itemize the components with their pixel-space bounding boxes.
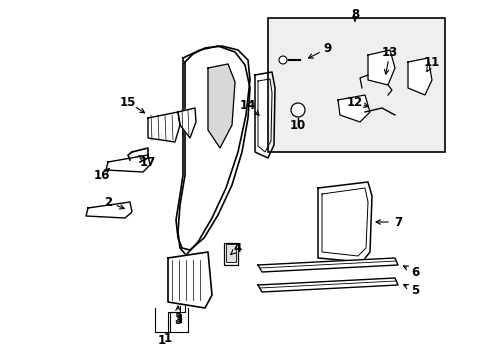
Polygon shape <box>86 202 132 218</box>
Text: 2: 2 <box>104 195 112 208</box>
Polygon shape <box>317 182 371 262</box>
Text: 15: 15 <box>120 95 136 108</box>
Circle shape <box>290 103 305 117</box>
Polygon shape <box>178 46 249 255</box>
Text: 14: 14 <box>239 99 256 112</box>
Text: 17: 17 <box>140 156 156 168</box>
Text: 9: 9 <box>323 41 331 54</box>
Circle shape <box>279 56 286 64</box>
Polygon shape <box>106 155 150 172</box>
Polygon shape <box>258 258 397 272</box>
Text: 11: 11 <box>423 55 439 68</box>
Text: 1: 1 <box>158 333 166 346</box>
Text: 10: 10 <box>289 118 305 131</box>
Polygon shape <box>254 72 274 158</box>
Text: 3: 3 <box>174 314 182 327</box>
Text: 13: 13 <box>381 45 397 59</box>
Polygon shape <box>258 278 397 292</box>
Text: 4: 4 <box>233 242 242 255</box>
Text: 1: 1 <box>163 332 172 345</box>
Bar <box>225 244 236 262</box>
Polygon shape <box>367 50 394 85</box>
Polygon shape <box>168 252 212 308</box>
Text: 6: 6 <box>410 266 418 279</box>
Text: 12: 12 <box>346 95 363 108</box>
Polygon shape <box>148 112 180 142</box>
Polygon shape <box>207 64 235 148</box>
Text: 3: 3 <box>174 311 182 324</box>
Bar <box>224 243 238 265</box>
Bar <box>267 18 444 152</box>
Text: 5: 5 <box>410 284 418 297</box>
Text: 7: 7 <box>393 216 401 229</box>
Polygon shape <box>407 58 431 95</box>
Polygon shape <box>337 95 369 122</box>
Text: 8: 8 <box>350 8 358 21</box>
Polygon shape <box>178 108 196 138</box>
Polygon shape <box>176 46 249 250</box>
Text: 16: 16 <box>94 168 110 181</box>
